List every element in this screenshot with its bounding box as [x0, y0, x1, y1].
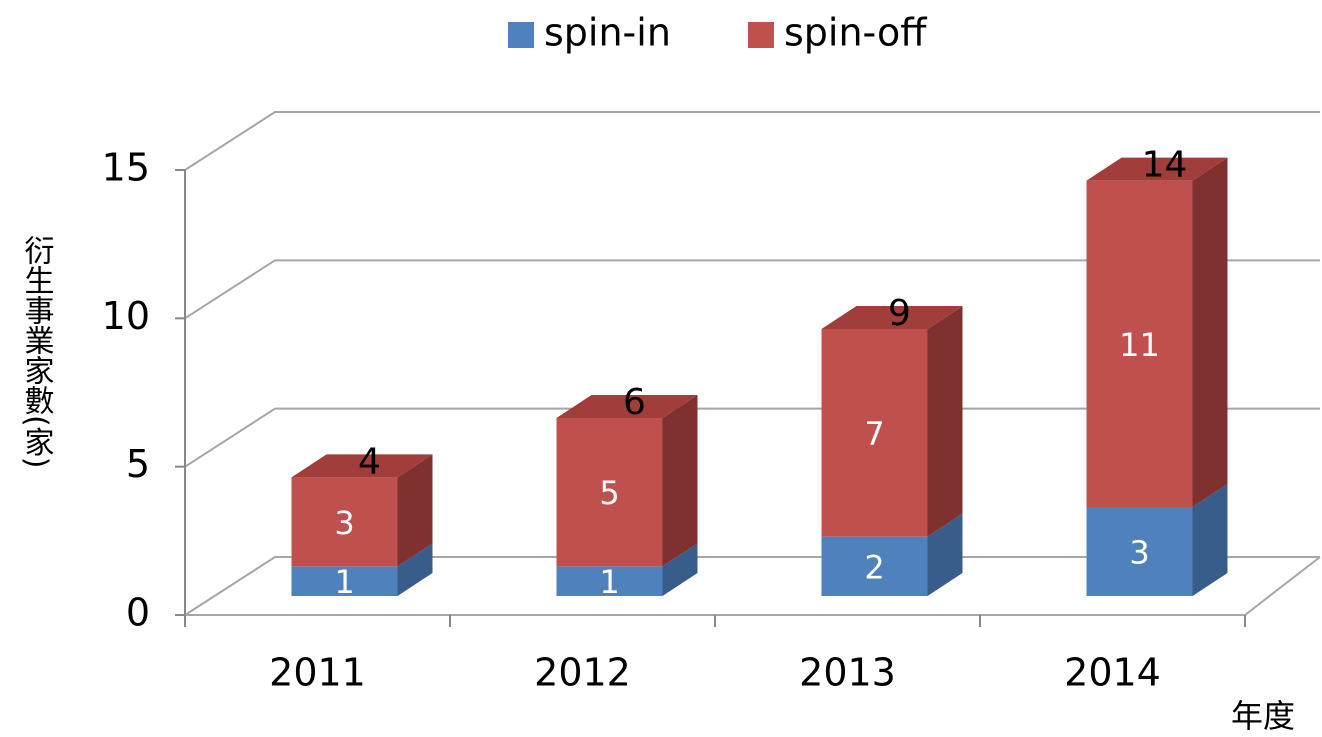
y-axis-label: 衍生事業家數(家) [19, 235, 55, 468]
value-label: 7 [864, 415, 884, 453]
x-tick-label: 2013 [799, 651, 896, 695]
legend-swatch [748, 22, 774, 48]
total-label: 4 [358, 441, 381, 482]
bar-segment [1086, 507, 1193, 596]
value-label: 5 [599, 474, 619, 512]
bar-segment [821, 329, 928, 537]
bar-top [291, 454, 433, 478]
bar-side [397, 454, 433, 567]
bar-segment [291, 566, 398, 596]
y-tick-label: 15 [102, 146, 150, 190]
bar-top [821, 306, 963, 329]
y-tick-label: 0 [126, 591, 150, 635]
grid-line [184, 111, 1320, 171]
bar-segment [556, 418, 663, 567]
bar-segment [821, 536, 928, 596]
value-label: 3 [1129, 534, 1149, 572]
grid-line [184, 407, 1320, 468]
bar-segment [1086, 180, 1193, 507]
x-tick-label: 2012 [534, 651, 631, 695]
total-label: 6 [623, 382, 646, 423]
bar-side [662, 543, 698, 596]
y-tick-label: 10 [102, 294, 150, 338]
legend-label: spin-in [544, 11, 671, 55]
bar-segment [556, 566, 663, 596]
bar-segment [291, 477, 398, 567]
legend-label: spin-off [784, 11, 927, 55]
bar-top [556, 395, 698, 418]
bar-side [927, 306, 963, 537]
grid-line [184, 556, 1320, 616]
y-tick-label: 5 [126, 442, 150, 486]
bar-side [397, 543, 433, 596]
bar-side [662, 395, 698, 567]
value-label: 2 [864, 548, 884, 586]
bar-top [1086, 157, 1228, 181]
x-tick-label: 2011 [269, 651, 366, 695]
total-label: 14 [1142, 145, 1188, 186]
total-label: 9 [888, 293, 911, 334]
bar-side [927, 513, 963, 596]
bar-side [1192, 157, 1228, 507]
x-axis-label: 年度 [1231, 697, 1295, 735]
value-label: 3 [334, 504, 354, 542]
value-label: 11 [1119, 326, 1160, 364]
grid-line [184, 259, 1320, 320]
legend-swatch [508, 22, 534, 48]
value-label: 1 [334, 563, 354, 601]
x-tick-label: 2014 [1064, 651, 1161, 695]
value-label: 1 [599, 563, 619, 601]
bar-side [1192, 484, 1228, 596]
